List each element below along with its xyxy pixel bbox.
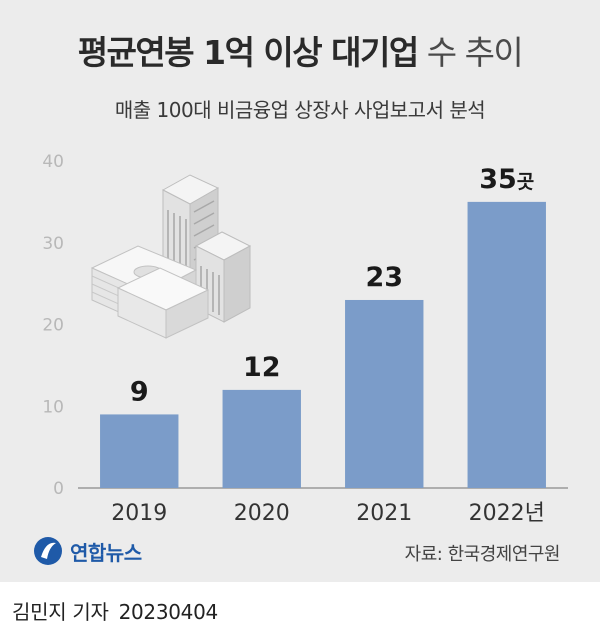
y-tick-label: 40 — [42, 152, 64, 172]
y-tick-label: 0 — [53, 479, 64, 499]
unit-suffix: 곳 — [517, 171, 534, 193]
x-category-label: 2022년 — [469, 501, 545, 526]
x-category-label: 2021 — [356, 501, 412, 526]
y-tick-label: 20 — [42, 316, 64, 336]
chart-title: 평균연봉 1억 이상 대기업 수 추이 — [0, 26, 600, 74]
buildings-money-illustration — [90, 174, 252, 339]
y-tick-label: 30 — [42, 234, 64, 254]
title-bold: 평균연봉 1억 이상 대기업 — [77, 33, 420, 72]
data-label: 35곳 — [479, 164, 534, 195]
data-label: 12 — [243, 352, 281, 383]
publish-date: 20230404 — [118, 600, 219, 624]
logo-text: 연합뉴스 — [70, 540, 142, 565]
byline: 김민지 기자 20230404 — [12, 596, 218, 625]
bar-2020 — [222, 389, 301, 488]
reporter-name: 김민지 기자 — [12, 600, 109, 624]
yonhap-logo: 연합뉴스 — [32, 534, 142, 568]
y-tick-label: 10 — [42, 397, 64, 417]
bar-2022년 — [467, 201, 546, 488]
bar-2021 — [345, 299, 424, 488]
x-category-label: 2020 — [234, 501, 290, 526]
data-label: 23 — [365, 262, 403, 293]
x-category-label: 2019 — [111, 501, 167, 526]
bar-2019 — [100, 414, 179, 488]
chart-subtitle: 매출 100대 비금융업 상장사 사업보고서 분석 — [114, 98, 486, 122]
data-label: 9 — [130, 376, 149, 407]
yonhap-logo-icon — [34, 537, 62, 565]
title-light: 수 추이 — [426, 33, 524, 72]
bar-chart: 0 10 20 30 40 9 2019 12 2020 23 2021 35곳 2022년 — [42, 152, 568, 526]
source-note: 자료: 한국경제연구원 — [404, 544, 561, 565]
